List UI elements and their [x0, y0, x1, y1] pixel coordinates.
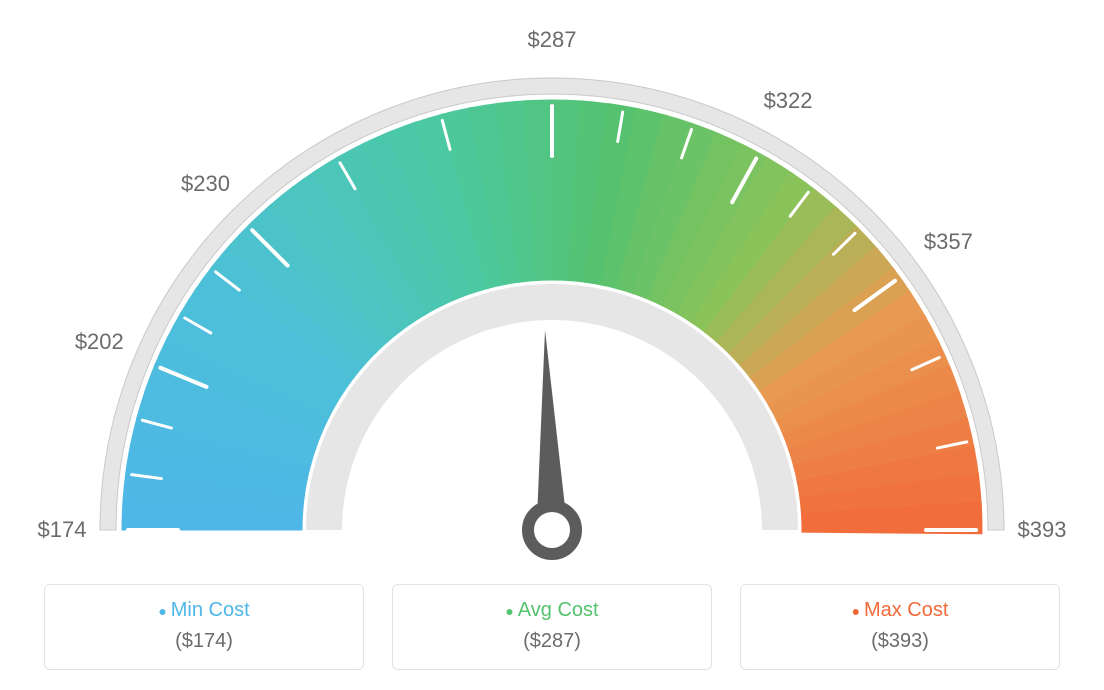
gauge-chart: $174 $202 $230 $287 $322 $357 $393	[0, 0, 1104, 570]
legend-card-min: Min Cost ($174)	[44, 584, 364, 670]
legend-title: Min Cost	[45, 599, 363, 622]
legend-title: Avg Cost	[393, 599, 711, 622]
gauge-tick-label: $322	[764, 88, 813, 114]
gauge-svg	[52, 40, 1052, 580]
legend-value: ($393)	[741, 630, 1059, 653]
legend-value: ($174)	[45, 630, 363, 653]
legend-row: Min Cost ($174) Avg Cost ($287) Max Cost ($39…	[0, 584, 1104, 670]
legend-value: ($287)	[393, 630, 711, 653]
gauge-tick-label: $393	[1018, 517, 1067, 543]
legend-card-max: Max Cost ($393)	[740, 584, 1060, 670]
legend-title: Max Cost	[741, 599, 1059, 622]
gauge-tick-label: $202	[75, 329, 124, 355]
gauge-tick-label: $174	[38, 517, 87, 543]
gauge-tick-label: $230	[181, 171, 230, 197]
legend-card-avg: Avg Cost ($287)	[392, 584, 712, 670]
gauge-tick-label: $357	[924, 229, 973, 255]
gauge-tick-label: $287	[528, 27, 577, 53]
